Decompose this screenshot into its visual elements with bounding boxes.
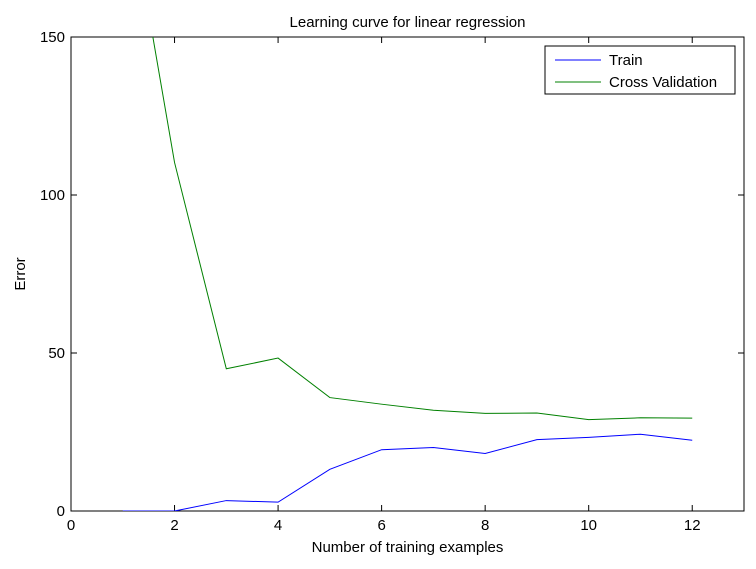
x-tick-label: 12 (684, 517, 701, 534)
y-tick-label: 100 (40, 187, 65, 204)
axis-ticks: 0 2 4 6 8 10 12 0 50 100 150 (40, 29, 744, 534)
legend: Train Cross Validation (544, 45, 736, 95)
plot-area (70, 36, 745, 512)
x-tick-label: 8 (481, 517, 489, 534)
y-tick-label: 150 (40, 29, 65, 46)
x-tick-label: 0 (67, 517, 75, 534)
series-lines (122, 37, 693, 511)
x-tick-label: 4 (274, 517, 282, 534)
x-tick-label: 6 (377, 517, 385, 534)
x-tick-label: 2 (170, 517, 178, 534)
series-line-cross-validation (152, 37, 693, 421)
legend-box (544, 45, 736, 95)
legend-label: Cross Validation (609, 74, 717, 91)
y-tick-label: 0 (57, 503, 65, 520)
x-tick-label: 10 (580, 517, 597, 534)
y-axis-label: Error (12, 257, 29, 290)
x-axis-label: Number of training examples (312, 539, 504, 556)
chart-title: Learning curve for linear regression (290, 14, 526, 31)
legend-label: Train (609, 52, 643, 69)
series-line-train (122, 433, 693, 511)
y-tick-label: 50 (48, 345, 65, 362)
